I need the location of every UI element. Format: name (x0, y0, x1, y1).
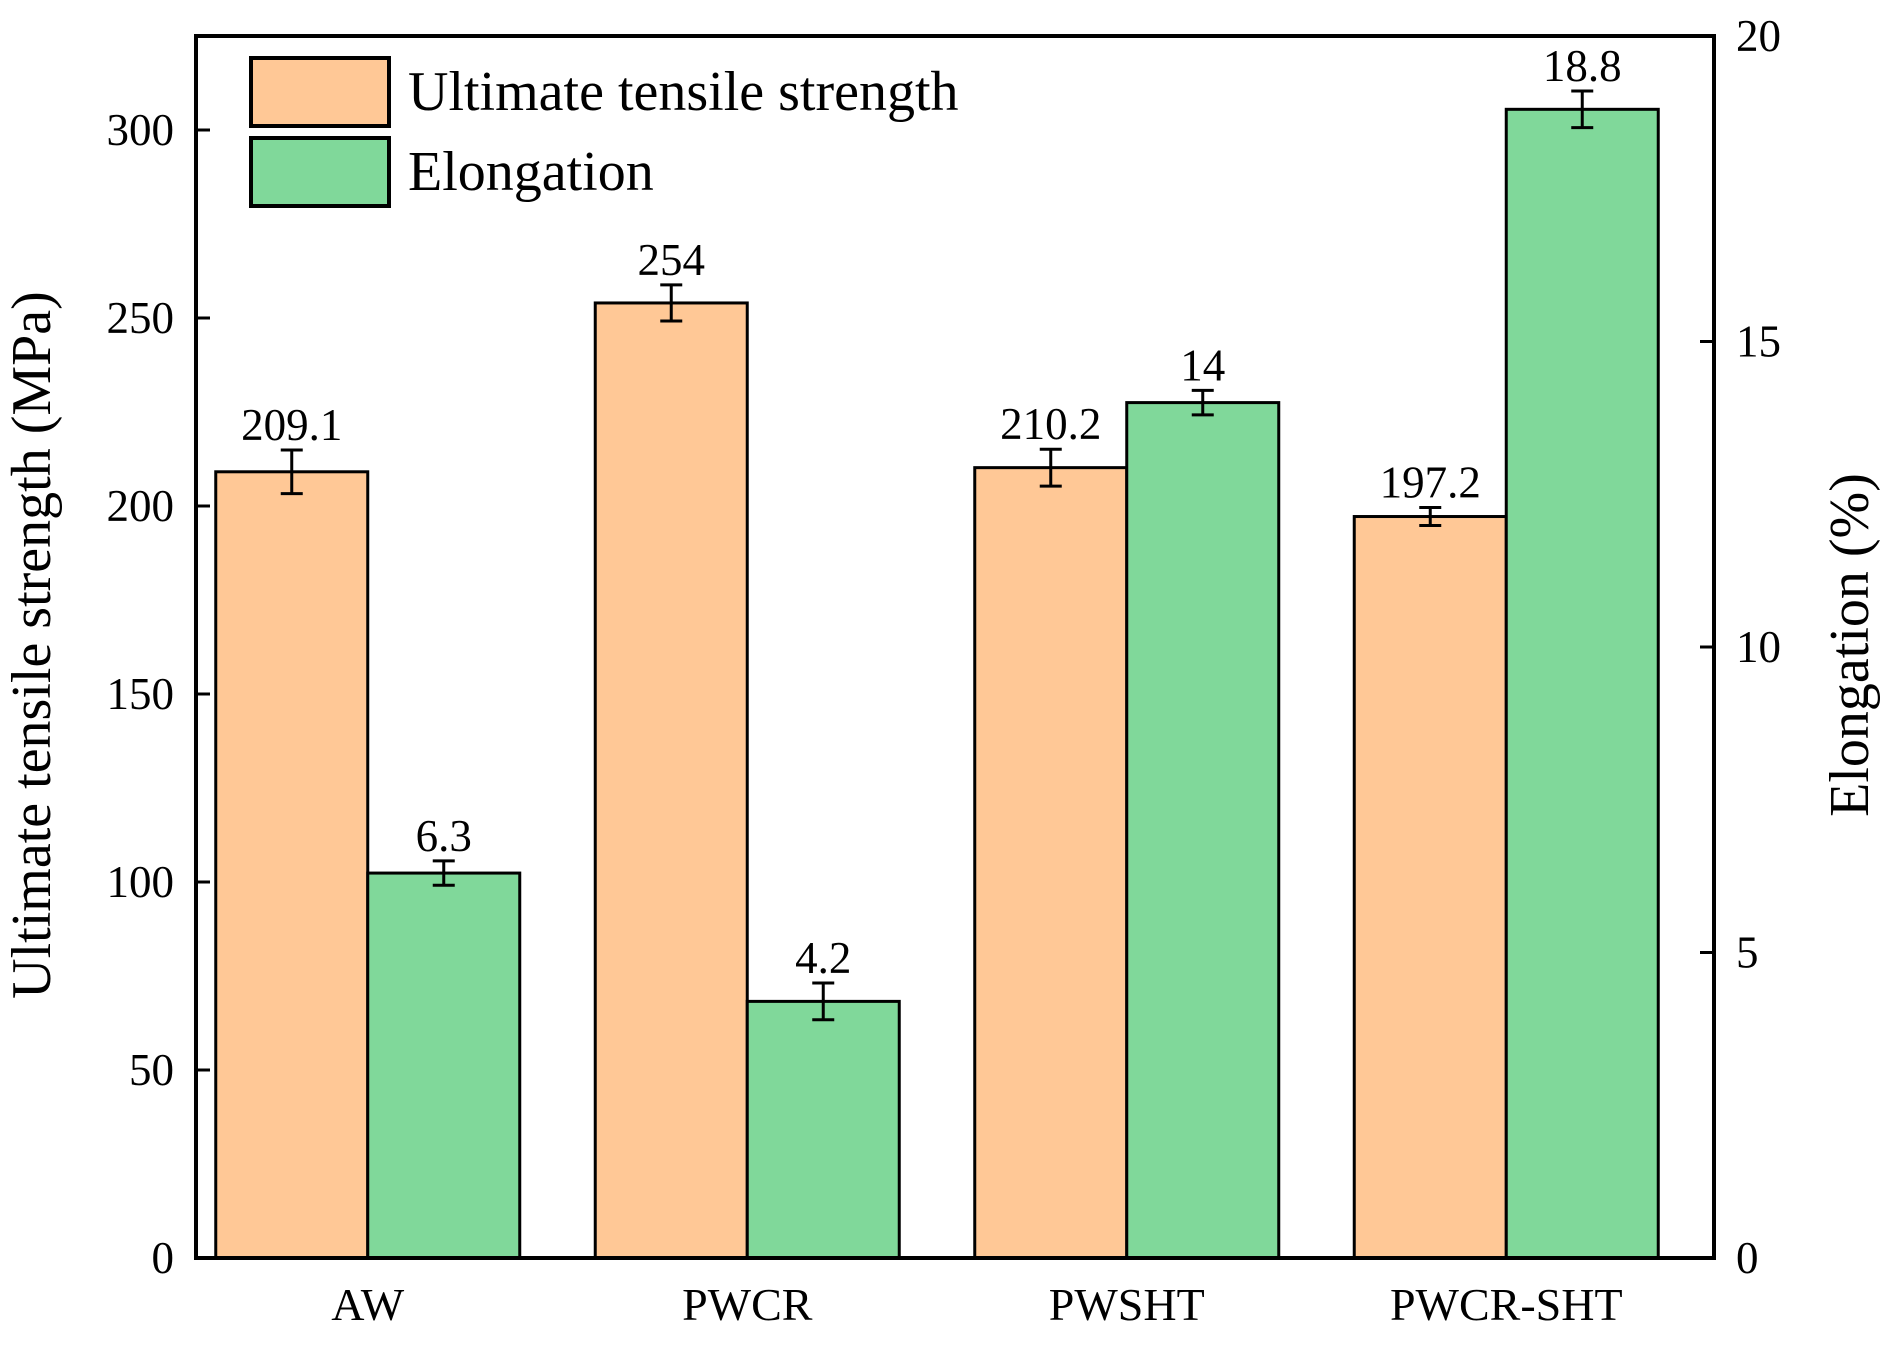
bar-ultimate-tensile-strength-aw (214, 470, 370, 1260)
y2-tick-label-5: 5 (1736, 928, 1759, 978)
data-label-ultimate-tensile-strength-pwcr: 254 (638, 235, 706, 285)
data-label-ultimate-tensile-strength-pwsht: 210.2 (1000, 399, 1101, 449)
y-tick-label-200: 200 (107, 481, 175, 531)
error-bars-layer (280, 89, 1594, 1022)
y-axis-title: Ultimate tensile strength (MPa) (1, 291, 63, 999)
data-label-ultimate-tensile-strength-pwcr-sht: 197.2 (1380, 458, 1481, 508)
y-tick-label-50: 50 (129, 1045, 174, 1095)
x-tick-label-pwcr-sht: PWCR-SHT (1390, 1279, 1623, 1330)
axes-layer: AW PWCR PWSHT PWCR-SHT 0 50 100 150 200 250 300 0 5 1… (107, 11, 1782, 1330)
y2-axis-title: Elongation (%) (1819, 473, 1881, 817)
y2-tick-label-15: 15 (1736, 317, 1781, 367)
y-tick-label-250: 250 (107, 293, 175, 343)
legend: Ultimate tensile strength Elongation (249, 56, 959, 208)
legend-label-uts: Ultimate tensile strength (408, 61, 959, 123)
data-labels-layer: 209.1 6.3 254 4.2 210.2 14 197.2 18.8 (241, 41, 1622, 983)
plot-frame (194, 34, 1716, 1260)
legend-label-elongation: Elongation (408, 141, 654, 203)
bar-elongation-pwcr (745, 999, 901, 1260)
x-tick-label-pwcr: PWCR (682, 1279, 813, 1330)
y2-tick-label-0: 0 (1736, 1233, 1759, 1283)
y-tick-label-100: 100 (107, 857, 175, 907)
bar-elongation-aw (366, 871, 522, 1260)
x-tick-label-pwsht: PWSHT (1049, 1279, 1205, 1330)
x-tick-label-aw: AW (331, 1279, 405, 1330)
data-label-elongation-pwsht: 14 (1180, 340, 1225, 390)
bar-elongation-pwsht (1125, 401, 1281, 1260)
data-label-elongation-pwcr-sht: 18.8 (1543, 41, 1622, 91)
y-tick-label-300: 300 (107, 105, 175, 155)
bar-elongation-pwcr-sht (1504, 107, 1660, 1260)
bar-ultimate-tensile-strength-pwsht (973, 466, 1129, 1260)
data-label-ultimate-tensile-strength-aw: 209.1 (241, 400, 342, 450)
legend-swatch-uts (249, 56, 391, 128)
data-label-elongation-pwcr: 4.2 (795, 933, 851, 983)
bar-ultimate-tensile-strength-pwcr-sht (1352, 515, 1508, 1260)
data-label-elongation-aw: 6.3 (416, 811, 472, 861)
bars-layer (214, 107, 1660, 1260)
y-tick-label-0: 0 (152, 1233, 175, 1283)
legend-swatch-elongation (249, 136, 391, 208)
y2-tick-label-20: 20 (1736, 11, 1781, 61)
y2-tick-label-10: 10 (1736, 622, 1781, 672)
bar-ultimate-tensile-strength-pwcr (593, 301, 749, 1260)
y-tick-label-150: 150 (107, 669, 175, 719)
